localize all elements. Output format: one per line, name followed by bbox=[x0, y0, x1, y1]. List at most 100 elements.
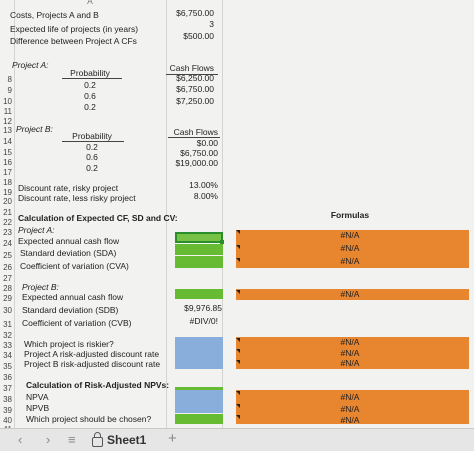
cell-less-risky-rate-label[interactable]: Discount rate, less risky project bbox=[18, 193, 136, 203]
project-b-cf-2[interactable]: $6,750.00 bbox=[180, 148, 218, 158]
row-number[interactable]: 15 bbox=[3, 148, 12, 157]
row-number[interactable]: 13 bbox=[3, 126, 12, 135]
row-number[interactable]: 9 bbox=[7, 86, 12, 95]
cell-diff-label[interactable]: Difference between Project A CFs bbox=[10, 36, 137, 46]
row-number[interactable]: 24 bbox=[3, 239, 12, 248]
cell-life-label[interactable]: Expected life of projects (in years) bbox=[10, 24, 139, 34]
next-sheet-button[interactable]: › bbox=[46, 432, 51, 447]
row-number[interactable]: 39 bbox=[3, 406, 12, 415]
cell-rate-a-label[interactable]: Project A risk-adjusted discount rate bbox=[24, 349, 160, 359]
cell-rate-b-label[interactable]: Project B risk-adjusted discount rate bbox=[24, 359, 161, 369]
cell-risky-rate-value[interactable]: 13.00% bbox=[189, 180, 218, 190]
row-number[interactable]: 18 bbox=[3, 178, 12, 187]
input-cell-riskier[interactable] bbox=[175, 337, 223, 369]
cell-diff-value[interactable]: $500.00 bbox=[183, 31, 214, 41]
project-a-cf-2[interactable]: $6,750.00 bbox=[176, 84, 214, 94]
cell-calc-heading[interactable]: Calculation of Expected CF, SD and CV: bbox=[18, 213, 178, 223]
cell-cv-b-value[interactable]: #DIV/0! bbox=[189, 316, 218, 326]
formula-result[interactable]: #N/A bbox=[340, 358, 360, 368]
row-number[interactable]: 35 bbox=[3, 362, 12, 371]
cell-less-risky-rate-value[interactable]: 8.00% bbox=[193, 191, 218, 201]
input-cell-npv[interactable] bbox=[175, 390, 223, 413]
row-number[interactable]: 27 bbox=[3, 274, 12, 283]
formula-result[interactable]: #N/A bbox=[340, 243, 360, 253]
formula-result[interactable]: #N/A bbox=[340, 348, 360, 358]
cell-project-a-title[interactable]: Project A: bbox=[12, 60, 49, 70]
formula-result[interactable]: #N/A bbox=[340, 230, 360, 240]
row-number[interactable]: 28 bbox=[3, 284, 12, 293]
project-b-prob-1[interactable]: 0.2 bbox=[86, 142, 98, 152]
project-a-cf-3[interactable]: $7,250.00 bbox=[176, 96, 214, 106]
cell-choose-label[interactable]: Which project should be chosen? bbox=[26, 414, 152, 424]
project-b-cf-1[interactable]: $0.00 bbox=[196, 138, 218, 148]
formula-result[interactable]: #N/A bbox=[340, 337, 360, 347]
cell-expected-cf-b-label[interactable]: Expected annual cash flow bbox=[22, 292, 124, 302]
project-b-prob-2[interactable]: 0.6 bbox=[86, 152, 98, 162]
formula-result[interactable]: #N/A bbox=[340, 415, 360, 425]
row-number[interactable]: 8 bbox=[7, 75, 12, 84]
project-a-cashflow-header[interactable]: Cash Flows bbox=[169, 63, 214, 73]
formula-result[interactable]: #N/A bbox=[340, 256, 360, 266]
project-a-prob-1[interactable]: 0.2 bbox=[84, 80, 96, 90]
cell-calc-project-b[interactable]: Project B: bbox=[22, 282, 59, 292]
cell-project-b-title[interactable]: Project B: bbox=[16, 124, 53, 134]
row-number[interactable]: 37 bbox=[3, 384, 12, 393]
column-header-a[interactable]: A bbox=[87, 0, 93, 6]
row-number[interactable]: 36 bbox=[3, 373, 12, 382]
formulas-header[interactable]: Formulas bbox=[330, 210, 370, 220]
cell-costs-value[interactable]: $6,750.00 bbox=[176, 8, 214, 18]
row-number[interactable]: 20 bbox=[3, 197, 12, 206]
cell-sd-b-value[interactable]: $9,976.85 bbox=[184, 303, 222, 313]
row-number[interactable]: 34 bbox=[3, 351, 12, 360]
cell-sd-b-label[interactable]: Standard deviation (SDB) bbox=[22, 305, 119, 315]
project-b-cashflow-header[interactable]: Cash Flows bbox=[173, 127, 218, 137]
project-a-cf-1[interactable]: $6,250.00 bbox=[176, 73, 214, 83]
row-number[interactable]: 25 bbox=[3, 251, 12, 260]
cell-npv-b-label[interactable]: NPVB bbox=[26, 403, 50, 413]
project-a-prob-2[interactable]: 0.6 bbox=[84, 91, 96, 101]
row-number[interactable]: 12 bbox=[3, 117, 12, 126]
formula-cells-npv[interactable] bbox=[236, 390, 469, 424]
add-sheet-button[interactable]: + bbox=[168, 430, 177, 447]
cell-expected-cf-a-label[interactable]: Expected annual cash flow bbox=[18, 236, 120, 246]
formula-cell-expected-cf-b[interactable] bbox=[236, 289, 469, 300]
cell-life-value[interactable]: 3 bbox=[209, 19, 214, 29]
row-number[interactable]: 30 bbox=[3, 306, 12, 315]
row-number[interactable]: 38 bbox=[3, 395, 12, 404]
row-number[interactable]: 21 bbox=[3, 208, 12, 217]
cell-npv-a-label[interactable]: NPVA bbox=[26, 392, 49, 402]
cell-sd-a-label[interactable]: Standard deviation (SDA) bbox=[20, 248, 117, 258]
row-number[interactable]: 32 bbox=[3, 331, 12, 340]
row-number[interactable]: 11 bbox=[3, 107, 12, 116]
row-number[interactable]: 29 bbox=[3, 294, 12, 303]
input-cell-cv-a[interactable] bbox=[175, 256, 223, 268]
row-number[interactable]: 41 bbox=[0, 425, 12, 428]
row-number[interactable]: 14 bbox=[3, 137, 12, 146]
project-b-cf-3[interactable]: $19,000.00 bbox=[175, 158, 218, 168]
cell-cv-a-label[interactable]: Coefficient of variation (CVA) bbox=[20, 261, 129, 271]
formula-result[interactable]: #N/A bbox=[340, 289, 360, 299]
spreadsheet-grid[interactable]: A Costs, Projects A and B $6,750.00 Expe… bbox=[0, 0, 474, 428]
row-number[interactable]: 10 bbox=[3, 97, 12, 106]
cell-costs-label[interactable]: Costs, Projects A and B bbox=[10, 10, 99, 20]
cell-riskier-label[interactable]: Which project is riskier? bbox=[24, 339, 114, 349]
row-number[interactable]: 40 bbox=[3, 416, 12, 425]
row-number[interactable]: 23 bbox=[3, 228, 12, 237]
row-number[interactable]: 26 bbox=[3, 263, 12, 272]
formula-result[interactable]: #N/A bbox=[340, 392, 360, 402]
row-number[interactable]: 19 bbox=[3, 188, 12, 197]
formula-cells-riskier[interactable] bbox=[236, 337, 469, 369]
input-cell-sd-a[interactable] bbox=[175, 244, 223, 255]
project-b-prob-3[interactable]: 0.2 bbox=[86, 163, 98, 173]
cell-risky-rate-label[interactable]: Discount rate, risky project bbox=[18, 183, 119, 193]
project-a-probability-header[interactable]: Probability bbox=[70, 68, 110, 78]
project-b-probability-header[interactable]: Probability bbox=[72, 131, 112, 141]
row-number[interactable]: 31 bbox=[3, 320, 12, 329]
row-number[interactable]: 33 bbox=[3, 341, 12, 350]
row-number[interactable]: 22 bbox=[3, 218, 12, 227]
selected-input-cell[interactable] bbox=[175, 232, 224, 244]
cell-npv-heading[interactable]: Calculation of Risk-Adjusted NPVs: bbox=[26, 380, 170, 390]
sheet-tab-sheet1[interactable]: Sheet1 bbox=[92, 431, 146, 449]
row-number[interactable]: 17 bbox=[3, 168, 12, 177]
formula-result[interactable]: #N/A bbox=[340, 404, 360, 414]
